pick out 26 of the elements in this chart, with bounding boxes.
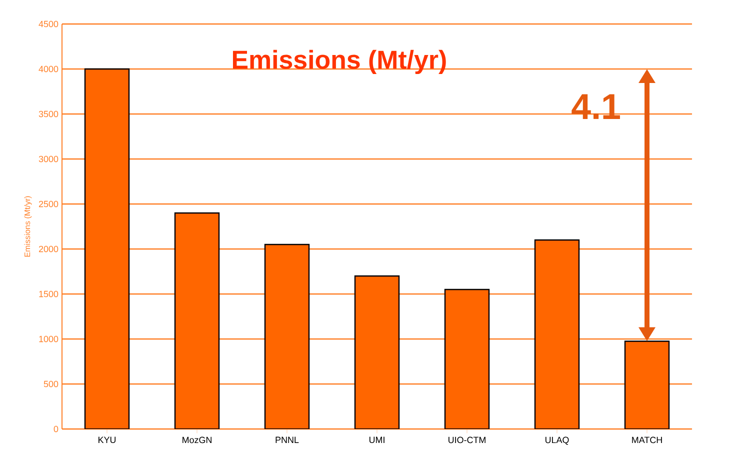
y-tick-label: 0 <box>54 426 58 432</box>
text: Emissions (Mt/yr) <box>232 50 446 74</box>
y-tick-label: 3500 <box>38 110 58 118</box>
x-tick-label: MozGN <box>182 436 212 444</box>
bar <box>534 239 580 429</box>
bar <box>444 288 490 429</box>
x-tick-label: KYU <box>98 436 116 444</box>
y-tick-label: 1000 <box>39 336 58 342</box>
bar <box>354 275 400 429</box>
x-tick-label: UMI <box>369 436 384 444</box>
y-tick-label: 1500 <box>39 290 58 298</box>
x-tick-label: UIO-CTM <box>448 436 486 444</box>
y-tick-label: 2000 <box>38 246 58 252</box>
y-tick-label: 2500 <box>38 200 58 208</box>
x-tick-label: MATCH <box>632 436 662 444</box>
y-tick-label: 4000 <box>38 66 58 72</box>
bar <box>174 212 220 429</box>
bar <box>624 340 670 429</box>
x-tick-label: PNNL <box>276 436 299 443</box>
bar <box>84 68 130 429</box>
x-tick-label: ULAQ <box>545 436 569 445</box>
y-tick-label: 3000 <box>38 156 58 162</box>
bar <box>264 244 310 429</box>
annotation: 4.1 <box>572 94 620 119</box>
y-tick-label: 500 <box>44 380 58 388</box>
y-tick-label: 4500 <box>38 20 58 28</box>
